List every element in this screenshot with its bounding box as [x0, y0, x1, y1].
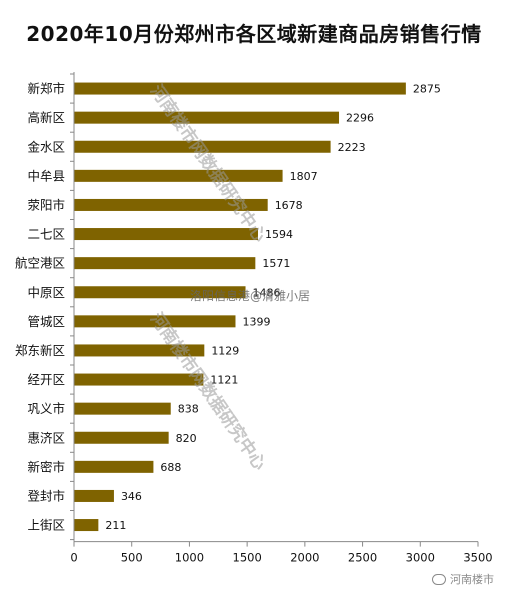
data-label: 1594 [265, 228, 293, 241]
category-label: 新密市 [27, 459, 65, 474]
bar-7 [74, 286, 246, 299]
bar-15 [74, 519, 99, 532]
data-label: 1129 [211, 344, 239, 357]
bar-6 [74, 257, 256, 270]
category-label: 中原区 [27, 285, 65, 300]
data-label: 688 [160, 461, 181, 474]
data-label: 346 [121, 490, 142, 503]
bar-1 [74, 111, 340, 124]
x-tick-label: 1000 [175, 551, 204, 565]
x-tick-label: 2000 [290, 551, 319, 565]
wechat-icon [432, 573, 446, 585]
bar-3 [74, 169, 283, 182]
data-label: 1486 [253, 286, 281, 299]
category-label: 航空港区 [15, 256, 65, 271]
category-label: 上街区 [27, 518, 65, 533]
data-label: 1678 [275, 199, 303, 212]
data-label: 1121 [210, 374, 238, 387]
bar-12 [74, 431, 169, 444]
data-label: 2223 [338, 141, 366, 154]
watermark-lower: 河南楼市网数据研究中心 [146, 309, 270, 474]
data-label: 820 [176, 432, 197, 445]
data-label: 1399 [242, 315, 270, 328]
bar-4 [74, 198, 268, 211]
chart-title: 2020年10月份郑州市各区域新建商品房销售行情 [26, 22, 482, 46]
data-label: 1807 [290, 170, 318, 183]
category-label: 金水区 [27, 139, 65, 154]
x-tick-label: 1500 [233, 551, 262, 565]
watermark-center: 洛阳信息港@清雅小居 [190, 288, 310, 303]
logo-text: 河南楼市 [450, 573, 494, 586]
bar-8 [74, 315, 236, 328]
bar-14 [74, 489, 114, 502]
category-label: 荥阳市 [27, 197, 65, 212]
category-label: 管城区 [27, 314, 65, 329]
x-tick-label: 500 [121, 551, 143, 565]
bar-10 [74, 373, 204, 386]
category-label: 登封市 [27, 488, 65, 503]
data-label: 1571 [262, 257, 290, 270]
category-label: 新郑市 [27, 81, 65, 96]
bars-layer: 新郑市 2875 高新区 2296 金水区 2223 中牟县 1807 荥阳市 1678 二七区 15… [15, 81, 441, 533]
bar-0 [74, 82, 406, 95]
data-label: 211 [105, 519, 126, 532]
x-tick-label: 2500 [348, 551, 377, 565]
category-label: 中牟县 [27, 168, 65, 183]
logo: 河南楼市 [432, 571, 494, 587]
category-label: 惠济区 [27, 430, 65, 445]
bar-13 [74, 460, 154, 473]
category-label: 巩义市 [27, 401, 65, 416]
x-tick-label: 3500 [463, 551, 492, 565]
category-label: 郑东新区 [15, 343, 65, 358]
axis-layer: 0 500 1000 1500 2000 2500 3000 3500 [70, 72, 493, 565]
x-tick-label: 0 [70, 551, 77, 565]
category-label: 经开区 [27, 372, 65, 387]
x-tick-label: 3000 [406, 551, 435, 565]
bar-11 [74, 402, 171, 415]
category-label: 高新区 [27, 110, 65, 125]
bar-5 [74, 228, 258, 241]
bar-9 [74, 344, 205, 357]
data-label: 838 [178, 403, 199, 416]
data-label: 2296 [346, 112, 374, 125]
bar-2 [74, 140, 331, 153]
data-label: 2875 [413, 83, 441, 96]
watermark-upper: 河南楼市网数据研究中心 [146, 81, 270, 246]
category-label: 二七区 [27, 227, 65, 242]
